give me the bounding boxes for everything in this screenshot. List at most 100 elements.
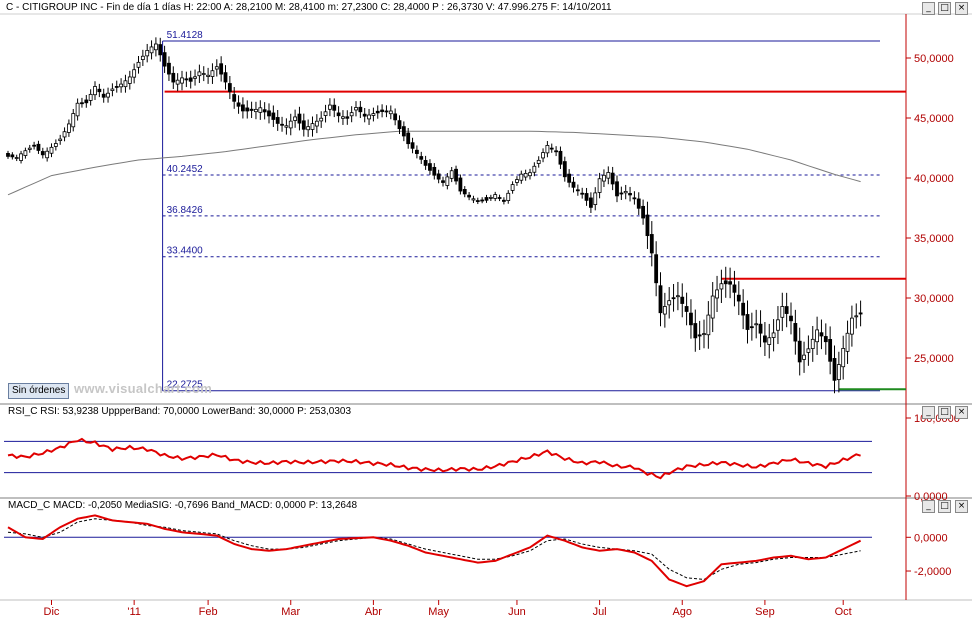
candlestick <box>271 105 276 127</box>
candlestick <box>428 159 432 175</box>
candlestick <box>519 170 524 184</box>
maximize-button[interactable]: □ <box>938 2 951 15</box>
candlestick <box>619 186 624 200</box>
candle-body <box>749 326 754 329</box>
candlestick <box>593 187 598 211</box>
candlestick <box>784 292 789 328</box>
candlestick <box>449 167 454 183</box>
candlestick <box>562 156 567 182</box>
candlestick <box>193 69 197 86</box>
candlestick <box>501 197 506 205</box>
candle-body <box>767 337 772 345</box>
macd-pane: 0,0000 -2,0000 <box>4 514 951 588</box>
candlestick <box>645 201 650 249</box>
rsi-maximize-button[interactable]: □ <box>938 406 951 419</box>
candle-body <box>327 104 332 110</box>
candle-body <box>188 77 193 82</box>
candlestick <box>667 287 672 319</box>
candlestick <box>763 322 767 356</box>
candlestick <box>49 143 54 158</box>
candlestick <box>754 309 759 339</box>
candle-body <box>449 170 454 179</box>
candle-body <box>358 106 363 113</box>
candle-body <box>454 168 458 182</box>
candlestick <box>741 289 746 330</box>
candle-body <box>14 157 19 159</box>
candle-body <box>240 104 245 112</box>
rsi-header-text: RSI_C RSI: 53,9238 UppperBand: 70,0000 L… <box>8 406 352 417</box>
rsi-header: RSI_C RSI: 53,9238 UppperBand: 70,0000 L… <box>8 406 351 417</box>
candle-body <box>227 83 232 92</box>
candlestick <box>780 292 785 332</box>
candle-body <box>284 125 289 128</box>
candle-body <box>754 323 759 326</box>
macd-maximize-button[interactable]: □ <box>938 500 951 513</box>
price-header: C - CITIGROUP INC - Fin de día 1 días H:… <box>6 2 612 13</box>
candlestick <box>249 101 254 119</box>
candlestick <box>749 312 754 341</box>
macd-minimize-button[interactable]: _ <box>922 500 935 513</box>
candle-body <box>153 43 158 51</box>
candlestick <box>715 275 719 313</box>
candlestick <box>728 267 732 299</box>
minimize-button[interactable]: _ <box>922 2 935 15</box>
candle-body <box>288 120 293 129</box>
candle-body <box>823 336 828 343</box>
candlestick <box>206 67 211 84</box>
candle-body <box>132 69 137 78</box>
candle-body <box>693 323 698 339</box>
candle-body <box>671 297 676 300</box>
candle-body <box>167 62 171 75</box>
candle-body <box>23 150 28 156</box>
candle-body <box>506 192 511 201</box>
candlestick <box>132 63 137 84</box>
candlestick <box>528 168 532 180</box>
candle-body <box>728 281 732 285</box>
orders-button[interactable]: Sin órdenes <box>8 383 70 399</box>
candle-body <box>523 172 528 178</box>
candle-body <box>297 113 302 124</box>
candle-body <box>123 80 128 88</box>
candle-body <box>93 86 97 96</box>
candle-body <box>336 112 341 117</box>
candle-body <box>806 348 811 353</box>
candlestick <box>797 327 802 376</box>
candle-body <box>436 173 441 180</box>
candlestick <box>641 199 645 225</box>
candlestick <box>158 37 163 62</box>
candlestick <box>388 105 393 120</box>
candle-body <box>375 110 380 114</box>
candle-body <box>632 197 637 200</box>
candle-body <box>741 302 746 316</box>
candle-body <box>423 160 428 166</box>
rsi-minimize-button[interactable]: _ <box>922 406 935 419</box>
fibonacci-level-label: 51.4128 <box>167 30 204 41</box>
candle-body <box>736 294 741 302</box>
price-axis-tick-label: 25,0000 <box>914 353 954 365</box>
candlestick <box>197 64 202 83</box>
candlestick <box>702 319 706 349</box>
candlestick <box>40 147 45 159</box>
time-axis-label: Jul <box>593 606 607 618</box>
candle-body <box>676 295 680 298</box>
candle-body <box>114 86 119 88</box>
candlestick <box>184 71 189 88</box>
candlestick <box>58 134 63 145</box>
candlestick <box>341 110 345 125</box>
candlestick <box>689 299 693 339</box>
rsi-close-button[interactable]: × <box>955 406 968 419</box>
candlestick <box>545 141 550 158</box>
candle-body <box>571 181 576 188</box>
candle-body <box>501 199 506 202</box>
candlestick <box>267 103 271 124</box>
candle-body <box>541 152 545 159</box>
candle-body <box>162 52 167 67</box>
candle-body <box>515 179 519 183</box>
price-axis-tick-label: 35,0000 <box>914 233 954 245</box>
candlestick <box>297 106 302 131</box>
close-button[interactable]: × <box>955 2 968 15</box>
candlestick <box>223 65 228 90</box>
candlestick <box>523 169 528 181</box>
macd-close-button[interactable]: × <box>955 500 968 513</box>
